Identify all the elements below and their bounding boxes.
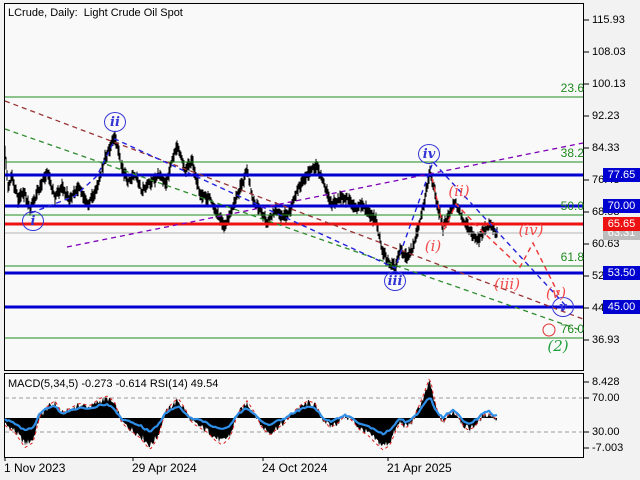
price-panel[interactable] [4,3,584,371]
price-axis-tick-label: 44.83 [592,302,620,314]
chart-title: LCrude, Daily: Light Crude Oil Spot [8,7,183,19]
price-axis-tick-label: 100.13 [592,78,626,90]
indicator-axis-tick-label: 8.428 [592,376,620,388]
price-axis-tick-label: 36.93 [592,334,620,346]
indicator-axis-tick-label: -7.003 [592,442,624,454]
price-axis-tick-label: 52.73 [592,270,620,282]
time-axis-tick-label: 24 Oct 2024 [262,461,328,475]
current-price-badge: 63.31 [603,226,640,240]
price-level-badge: 70.00 [603,199,640,213]
time-axis-tick-label: 29 Apr 2024 [132,461,197,475]
price-level-badge: 53.50 [603,266,640,280]
price-axis-tick-label: 108.03 [592,46,626,58]
time-axis-tick-label: 21 Apr 2025 [387,461,452,475]
price-level-badge: 45.00 [603,300,640,314]
price-axis-tick-label: 60.63 [592,238,620,250]
price-level-badge: 65.65 [603,217,640,231]
price-axis-tick-label: 84.33 [592,142,620,154]
time-axis-tick-label: 1 Nov 2023 [4,461,66,475]
price-axis-tick-label: 115.93 [592,14,625,26]
indicator-axis-tick-label: 70.00 [592,392,620,404]
price-axis-tick-label: 92.23 [592,110,620,122]
price-axis-tick-label: 68.53 [592,206,620,218]
indicator-axis-tick-label: 30.00 [592,426,620,438]
indicator-label: MACD(5,34,5) -0.273 -0.614 RSI(14) 49.54 [8,378,219,390]
price-level-badge: 77.65 [603,168,640,182]
price-axis-tick-label: 76.43 [592,174,620,186]
